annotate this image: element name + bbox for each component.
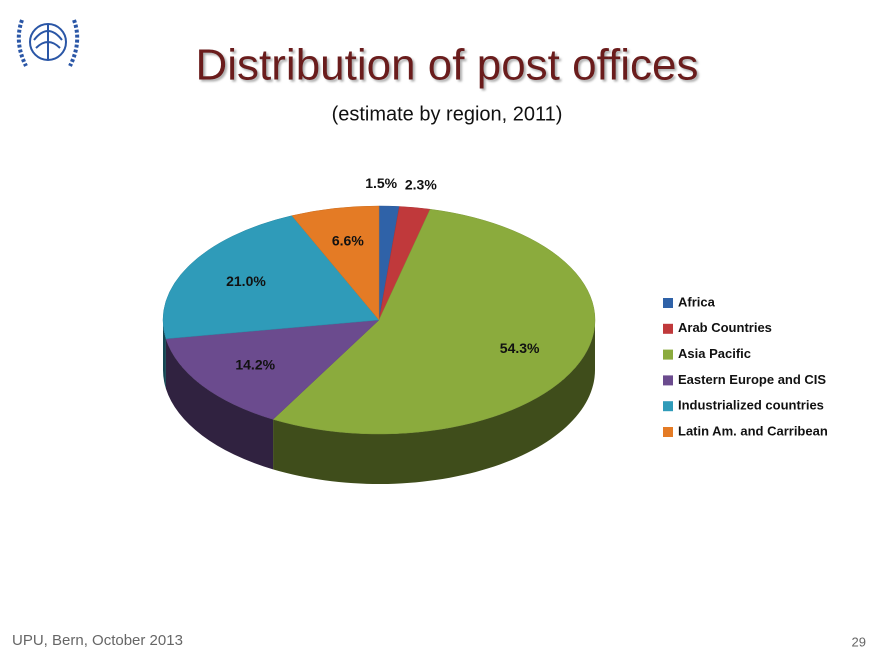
data-label: 54.3%: [500, 340, 540, 356]
legend-swatch: [663, 349, 673, 360]
slice: [272, 208, 596, 435]
footer: UPU, Bern, October 2013: [12, 632, 183, 649]
legend-label: Eastern Europe and CIS: [678, 372, 826, 387]
page-number: 29: [852, 634, 866, 649]
legend-label: Industrialized countries: [678, 398, 824, 413]
chart-title: Distribution of post offices: [196, 41, 699, 90]
legend-label: Latin Am. and Carribean: [678, 423, 828, 438]
pie: 1.5% 2.3% 54.3% 14.2% 21.0% 6.6%: [162, 175, 596, 484]
logo: [16, 19, 80, 67]
data-label: 2.3%: [405, 176, 437, 192]
slice-side: [273, 320, 595, 484]
data-label: 21.0%: [226, 273, 266, 289]
data-label: 14.2%: [235, 357, 275, 373]
slice: [291, 205, 380, 321]
legend-label: Arab Countries: [678, 320, 772, 335]
legend-swatch: [663, 298, 673, 308]
slice-side: [165, 338, 274, 470]
chart-subtitle: (estimate by region, 2011): [332, 103, 563, 125]
legend: Africa Arab Countries Asia Pacific Eastern …: [663, 294, 828, 438]
data-label: 6.6%: [332, 233, 364, 249]
slice: [162, 215, 380, 340]
legend-swatch: [663, 375, 673, 386]
slice-side: [163, 320, 166, 389]
slice: [165, 319, 380, 420]
data-label: 1.5%: [365, 175, 397, 191]
legend-swatch: [663, 427, 673, 437]
legend-label: Asia Pacific: [678, 346, 751, 361]
legend-label: Africa: [678, 294, 716, 309]
legend-swatch: [663, 323, 673, 334]
legend-swatch: [663, 401, 673, 412]
